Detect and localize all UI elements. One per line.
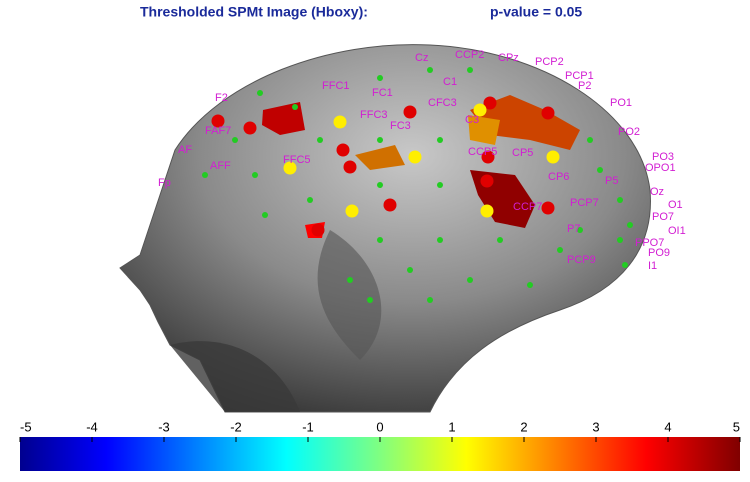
channel-label: AF: [178, 144, 192, 156]
optode-dot: [347, 277, 353, 283]
colorbar-tick-label: -3: [158, 419, 170, 434]
channel-label: P2: [578, 80, 591, 92]
optode-dot: [481, 175, 494, 188]
optode-dot: [407, 267, 413, 273]
channel-label: FFC1: [322, 80, 350, 92]
colorbar-tick-label: -1: [302, 419, 314, 434]
channel-label: O1: [668, 199, 683, 211]
channel-label: CCP7: [513, 201, 542, 213]
optode-dot: [317, 137, 323, 143]
channel-label: PCP7: [570, 197, 599, 209]
channel-label: F2: [215, 92, 228, 104]
channel-label: CCP2: [455, 49, 484, 61]
optode-dot: [384, 199, 397, 212]
optode-dot: [547, 151, 560, 164]
colorbar-tick-label: 3: [592, 419, 599, 434]
optode-dot: [377, 75, 383, 81]
optode-dot: [409, 151, 422, 164]
colorbar-tick-label: 5: [733, 419, 740, 434]
optode-dot: [527, 282, 533, 288]
optode-dot: [467, 277, 473, 283]
optode-dot: [627, 222, 633, 228]
channel-label: I1: [648, 260, 657, 272]
optode-dot: [252, 172, 258, 178]
colorbar-tick-label: -4: [86, 419, 98, 434]
channel-label: Fp: [158, 177, 171, 189]
optode-dot: [202, 172, 208, 178]
optode-dot: [622, 262, 628, 268]
channel-label: C3: [465, 114, 479, 126]
channel-label: P7: [567, 223, 580, 235]
optode-dot: [292, 104, 298, 110]
channel-label: CCP5: [468, 146, 497, 158]
channel-label: FC3: [390, 120, 411, 132]
optode-dot: [587, 137, 593, 143]
channel-label: FC1: [372, 87, 393, 99]
optode-dot: [427, 297, 433, 303]
optode-dot: [497, 237, 503, 243]
optode-dot: [557, 247, 563, 253]
optode-dot: [334, 116, 347, 129]
optode-dot: [542, 107, 555, 120]
optode-dot: [344, 161, 357, 174]
optode-dot: [232, 137, 238, 143]
optode-dot: [481, 205, 494, 218]
threshold: p-value = 0.05: [490, 4, 582, 20]
channel-label: FFC3: [360, 109, 388, 121]
channel-label: OPO1: [645, 162, 676, 174]
optode-dot: [312, 224, 325, 237]
optode-dot: [262, 212, 268, 218]
colorbar-tick-label: -5: [20, 419, 32, 434]
colorbar: [20, 437, 740, 471]
channel-label: CP5: [512, 147, 533, 159]
optode-dot: [404, 106, 417, 119]
channel-label: OI1: [668, 225, 686, 237]
optode-dot: [307, 197, 313, 203]
title: Thresholded SPMt Image (Hboxy):: [140, 4, 368, 20]
colorbar-tick-label: -2: [230, 419, 242, 434]
channel-label: PO2: [618, 126, 640, 138]
optode-dot: [377, 182, 383, 188]
channel-label: FFC5: [283, 154, 311, 166]
optode-dot: [377, 137, 383, 143]
optode-dot: [617, 237, 623, 243]
optode-dot: [617, 197, 623, 203]
channel-label: PCP9: [567, 254, 596, 266]
optode-dot: [346, 205, 359, 218]
channel-label: PCP2: [535, 56, 564, 68]
colorbar-tick-label: 2: [520, 419, 527, 434]
channel-label: CPz: [498, 52, 519, 64]
optode-dot: [467, 67, 473, 73]
colorbar-tick-label: 0: [376, 419, 383, 434]
channel-label: PO1: [610, 97, 632, 109]
optode-dot: [597, 167, 603, 173]
optode-dot: [377, 237, 383, 243]
optode-dot: [542, 202, 555, 215]
optode-dot: [257, 90, 263, 96]
channel-label: FAF7: [205, 125, 231, 137]
optode-dot: [437, 137, 443, 143]
channel-label: C1: [443, 76, 457, 88]
channel-label: PO9: [648, 247, 670, 259]
channel-label: PO7: [652, 211, 674, 223]
colorbar-tick-label: 4: [664, 419, 671, 434]
channel-label: AFF: [210, 160, 231, 172]
colorbar-tick-label: 1: [448, 419, 455, 434]
optode-dot: [337, 144, 350, 157]
channel-label: CFC3: [428, 97, 457, 109]
optode-dot: [427, 67, 433, 73]
channel-label: P5: [605, 175, 618, 187]
channel-label: PO3: [652, 151, 674, 163]
optode-dot: [244, 122, 257, 135]
optode-dot: [437, 182, 443, 188]
optode-dot: [437, 237, 443, 243]
channel-label: Cz: [415, 52, 428, 64]
figure: Thresholded SPMt Image (Hboxy): p-value …: [0, 0, 750, 482]
channel-label: Oz: [650, 186, 664, 198]
optode-dot: [367, 297, 373, 303]
channel-label: CP6: [548, 171, 569, 183]
